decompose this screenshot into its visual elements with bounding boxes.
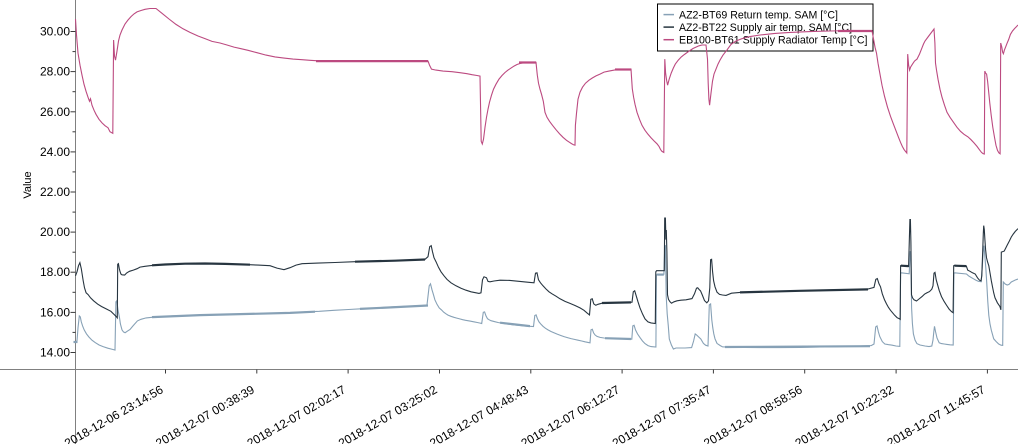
- svg-text:EB100-BT61 Supply Radiator Tem: EB100-BT61 Supply Radiator Temp [°C]: [679, 35, 868, 47]
- svg-text:26.00: 26.00: [40, 105, 70, 119]
- svg-text:28.00: 28.00: [40, 65, 70, 79]
- svg-text:20.00: 20.00: [40, 225, 70, 239]
- svg-text:AZ2-BT22 Supply air temp. SAM: AZ2-BT22 Supply air temp. SAM [°C]: [679, 22, 852, 34]
- svg-text:24.00: 24.00: [40, 145, 70, 159]
- svg-text:14.00: 14.00: [40, 346, 70, 360]
- svg-text:AZ2-BT69 Return temp. SAM [°C]: AZ2-BT69 Return temp. SAM [°C]: [679, 10, 838, 22]
- svg-text:18.00: 18.00: [40, 265, 70, 279]
- svg-text:22.00: 22.00: [40, 185, 70, 199]
- svg-text:Value: Value: [22, 171, 34, 198]
- svg-text:16.00: 16.00: [40, 305, 70, 319]
- svg-text:30.00: 30.00: [40, 25, 70, 39]
